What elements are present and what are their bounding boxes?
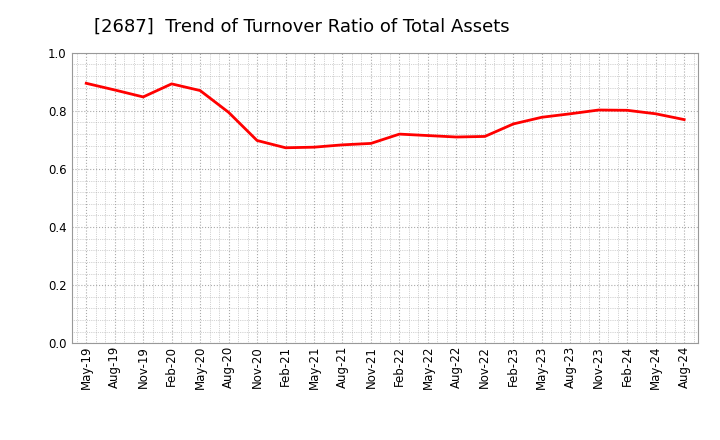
- Text: [2687]  Trend of Turnover Ratio of Total Assets: [2687] Trend of Turnover Ratio of Total …: [94, 18, 509, 36]
